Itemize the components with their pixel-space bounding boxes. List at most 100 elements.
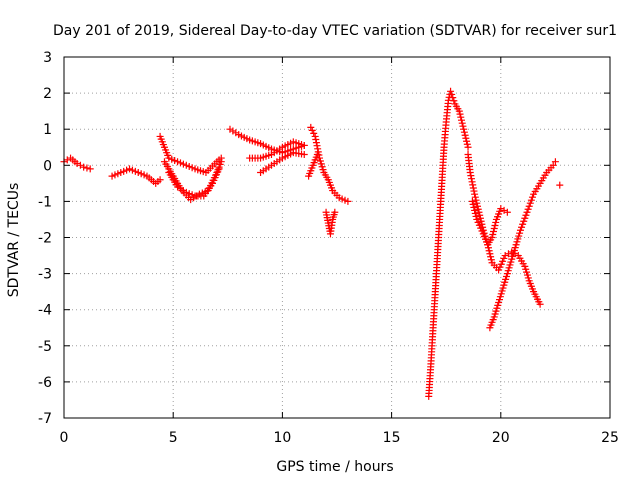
data-point (536, 300, 544, 308)
data-point (471, 193, 479, 201)
data-point (447, 87, 455, 95)
data-point (450, 97, 458, 105)
y-tick-label: -2 (38, 231, 52, 247)
y-tick-label: -5 (38, 339, 52, 355)
data-point (490, 224, 498, 232)
data-point (460, 125, 468, 133)
data-point (476, 214, 484, 222)
data-point (486, 250, 494, 258)
data-point (518, 223, 526, 231)
data-point (487, 256, 495, 264)
data-point (525, 202, 533, 210)
series-track-14 (468, 197, 511, 249)
data-point (461, 131, 469, 139)
x-tick-labels: 0 5 10 15 20 25 (60, 430, 619, 446)
y-tick-label: -3 (38, 267, 52, 283)
y-tick-label: -1 (38, 194, 52, 210)
data-point (217, 158, 225, 166)
data-point (527, 196, 535, 204)
data-point (520, 217, 528, 225)
series-track-7 (246, 138, 308, 162)
data-point (492, 218, 500, 226)
data-point (308, 126, 316, 134)
data-point (312, 136, 320, 144)
data-point (476, 211, 484, 219)
series-track-12 (425, 87, 472, 400)
data-point (86, 165, 94, 173)
y-tick-label: -7 (38, 411, 52, 427)
data-point (462, 134, 470, 142)
data-point (471, 206, 479, 214)
x-axis-label: GPS time / hours (276, 459, 393, 475)
data-point (474, 205, 482, 213)
data-point (469, 200, 477, 208)
series-track-3 (156, 132, 225, 177)
data-point (457, 116, 465, 124)
data-point (464, 143, 472, 151)
data-point (471, 190, 479, 198)
data-point (519, 220, 527, 228)
plot-frame (63, 56, 611, 419)
data-point (80, 163, 88, 171)
data-point (300, 141, 308, 149)
data-point (491, 221, 499, 229)
data-point (522, 211, 530, 219)
data-point (471, 209, 479, 217)
data-point (310, 129, 318, 137)
data-point (468, 197, 476, 205)
data-point (472, 196, 480, 204)
data-point (455, 107, 463, 115)
x-tick-label: 15 (383, 430, 401, 446)
data-point (466, 169, 474, 177)
data-point (524, 205, 532, 213)
data-point (463, 137, 471, 145)
chart-title: Day 201 of 2019, Sidereal Day-to-day VTE… (53, 23, 617, 39)
data-point (521, 214, 529, 222)
data-point (485, 247, 493, 255)
data-point (457, 113, 465, 121)
x-tick-label: 5 (169, 430, 178, 446)
series-track-8 (257, 149, 308, 177)
data-point (516, 226, 524, 234)
data-point (556, 181, 564, 189)
data-point (467, 172, 475, 180)
data-point (503, 208, 511, 216)
data-point (489, 230, 497, 238)
x-tick-label: 20 (492, 430, 510, 446)
y-axis-label: SDTVAR / TECUs (6, 183, 22, 298)
data-point (484, 244, 492, 252)
data-point (468, 178, 476, 186)
series-track-11 (322, 208, 339, 238)
data-point (488, 234, 496, 241)
data-point (469, 184, 477, 192)
series-track-5 (165, 165, 223, 200)
data-point (473, 199, 481, 207)
data-point (526, 199, 534, 207)
data-point (313, 150, 321, 158)
y-tick-label: -4 (38, 303, 52, 319)
data-point (76, 161, 84, 169)
data-point (449, 94, 457, 102)
data-point (549, 161, 557, 169)
data-points (60, 87, 564, 400)
series-track-10 (305, 150, 321, 180)
data-point (448, 90, 456, 98)
x-tick-label: 0 (60, 430, 69, 446)
data-point (156, 176, 164, 184)
data-point (215, 165, 223, 173)
grid (64, 57, 610, 418)
data-point (313, 142, 321, 150)
data-point (312, 139, 320, 147)
data-point (300, 150, 308, 158)
series-track-2 (108, 165, 164, 187)
data-point (475, 208, 483, 216)
data-point (311, 132, 319, 140)
series-track-9 (307, 123, 352, 205)
data-point (456, 110, 464, 118)
y-tick-label: 0 (43, 158, 52, 174)
data-point (460, 128, 468, 136)
data-point (500, 206, 508, 214)
data-point (463, 140, 471, 148)
data-point (331, 208, 339, 216)
